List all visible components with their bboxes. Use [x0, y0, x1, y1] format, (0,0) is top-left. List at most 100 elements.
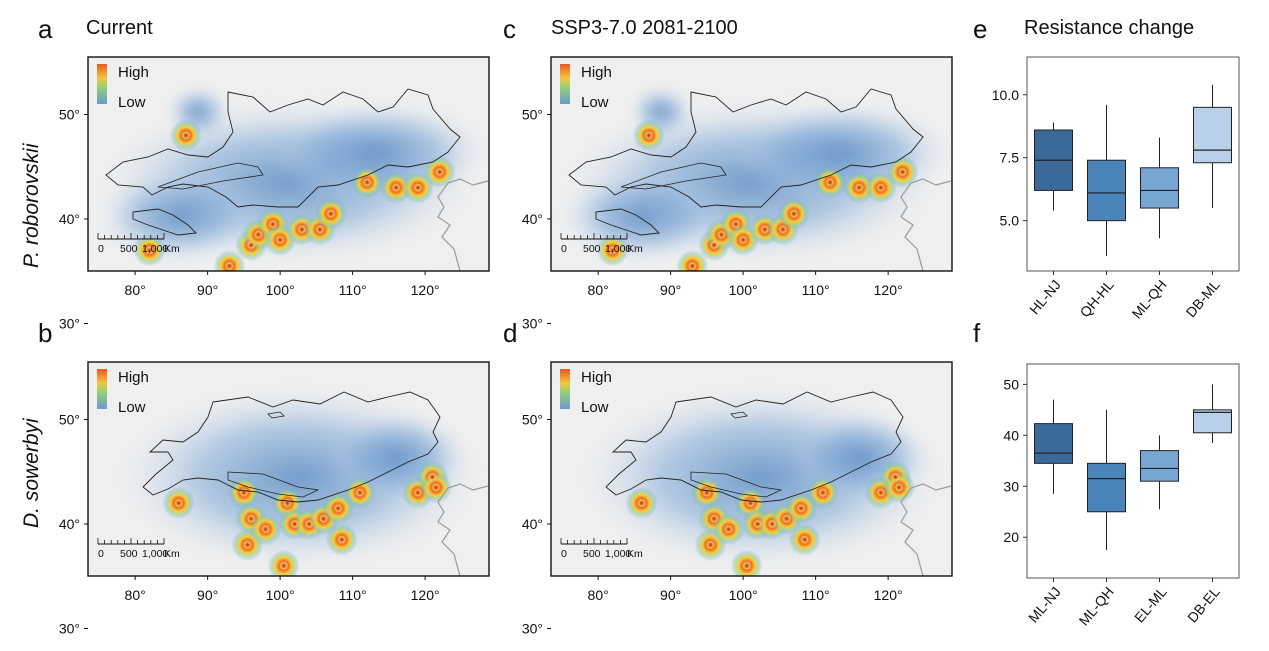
lat-tick-label: 40° — [59, 516, 80, 532]
map-area — [551, 57, 952, 308]
hotspot-core — [159, 292, 169, 302]
y-tick-label: 40 — [1003, 427, 1019, 443]
hotspot-core — [622, 292, 632, 302]
lon-tick-label: 110° — [339, 282, 367, 298]
lon-tick-label: 90° — [197, 282, 218, 298]
hotspot-core — [282, 498, 293, 509]
map-legend: High Low — [97, 64, 149, 111]
lat-tick-label: 40° — [59, 211, 80, 227]
hotspot-core — [644, 298, 654, 308]
hotspot-core — [391, 182, 402, 193]
hotspot-core — [767, 518, 778, 529]
scale-bar-label: 500 — [583, 548, 601, 560]
range-outline — [605, 391, 904, 503]
hotspot-core — [875, 487, 886, 498]
hotspot-core — [752, 518, 763, 529]
hotspot-core — [894, 482, 904, 493]
scale-bar-unit: Km — [627, 548, 643, 560]
range-outline — [568, 88, 924, 208]
panel-label-b: b — [38, 318, 53, 348]
hotspot-core — [434, 166, 445, 177]
scale-bar-label: 500 — [120, 243, 138, 255]
scale-bar-label: 1,000 — [142, 243, 168, 255]
y-tick-label: 10.0 — [992, 87, 1019, 103]
box-QH-HL — [1087, 104, 1126, 256]
x-tick-label: EL-ML — [1131, 583, 1170, 625]
hotspot-core — [854, 182, 865, 193]
legend-high-label: High — [118, 369, 149, 386]
panel-title-future: SSP3-7.0 2081-2100 — [551, 17, 738, 39]
x-tick-label: DB-EL — [1184, 583, 1223, 625]
panel-title-resistance: Resistance change — [1024, 17, 1195, 39]
legend-low-label: Low — [118, 94, 146, 111]
hotspot-core — [180, 130, 191, 141]
scale-bar-label: 500 — [120, 548, 138, 560]
hotspot-core — [304, 518, 315, 529]
legend-high-label: High — [581, 64, 612, 81]
hotspot-core — [716, 229, 727, 240]
hotspot-layer — [625, 460, 915, 576]
lat-tick-label: 40° — [522, 516, 543, 532]
coastline — [900, 483, 952, 576]
panel-label-c: c — [503, 14, 516, 44]
range-outline — [105, 88, 461, 208]
hotspot-layer — [162, 460, 452, 576]
range-outline-south — [132, 208, 197, 236]
hotspot-core — [730, 219, 741, 230]
scale-bar-label: 1,000 — [142, 548, 168, 560]
lake-outline — [267, 411, 285, 419]
hotspot-core — [325, 208, 336, 219]
panel-label-a: a — [38, 14, 53, 44]
hotspot-core — [181, 298, 191, 308]
hotspot-core — [289, 518, 300, 529]
lon-tick-label: 100° — [729, 282, 758, 298]
lat-tick-label: 50° — [522, 411, 543, 427]
hotspot-core — [296, 224, 307, 235]
lat-tick-label: 30° — [522, 620, 543, 636]
scale-bar-label: 1,000 — [605, 243, 631, 255]
hotspot-core — [687, 261, 698, 271]
box-iqr — [1140, 167, 1179, 209]
hotspot-core — [709, 513, 720, 524]
legend-high-label: High — [581, 369, 612, 386]
box-iqr — [1193, 409, 1232, 434]
legend-color-ramp — [97, 369, 107, 409]
hotspot-glow — [148, 281, 180, 313]
scale-bar-unit: Km — [164, 548, 180, 560]
lat-tick-label: 50° — [59, 411, 80, 427]
hotspot-core — [745, 498, 756, 509]
x-tick-label: HL-NJ — [1026, 277, 1064, 318]
x-tick-label: QH-HL — [1077, 276, 1117, 320]
hotspot-core — [242, 539, 253, 550]
y-tick-label: 30 — [1003, 478, 1019, 494]
legend-low-label: Low — [118, 399, 146, 416]
scale-bar-label: 0 — [98, 548, 104, 560]
panel-label-f: f — [973, 318, 981, 348]
panel-label-e: e — [973, 14, 988, 44]
hotspot-core — [333, 503, 344, 514]
box-DB-EL — [1193, 384, 1232, 443]
hotspot-core — [705, 539, 716, 550]
hotspot-core — [173, 498, 184, 509]
hotspot-core — [897, 166, 908, 177]
hotspot-core — [817, 487, 828, 498]
lake-outline — [730, 411, 748, 419]
boxplot-chart-e: 5.0 7.5 10.0 HL-NJ QH-HL ML-QH DB-ML — [992, 56, 1240, 321]
box-ML-NJ — [1034, 399, 1073, 494]
box-iqr — [1087, 159, 1126, 222]
lat-tick-label: 40° — [522, 211, 543, 227]
hotspot-core — [607, 245, 618, 256]
lon-tick-label: 110° — [802, 587, 830, 603]
map-frame — [550, 56, 953, 272]
hotspot-core — [875, 182, 886, 193]
scale-bar-label: 1,000 — [605, 548, 631, 560]
map-frame — [87, 361, 490, 577]
